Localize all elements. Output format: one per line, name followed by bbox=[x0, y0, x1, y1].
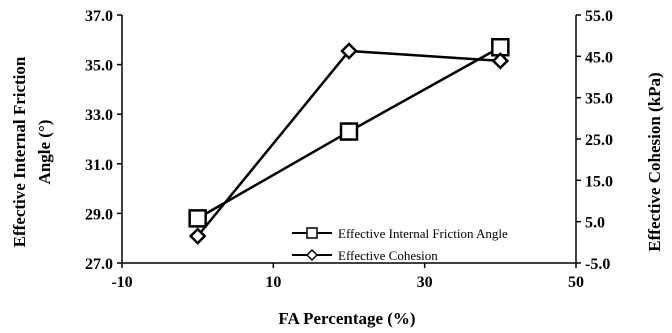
legend-entry-friction-angle: Effective Internal Friction Angle bbox=[292, 226, 508, 241]
y2-tick-label: 5.0 bbox=[585, 215, 605, 232]
ticks: -10 10 30 50 27.0 29.0 31.0 33.0 35.0 37.0 -5.0 5.0… bbox=[85, 8, 613, 291]
y2-axis-title: Effective Cohesion (kPa) bbox=[645, 72, 664, 251]
x-tick-label: 10 bbox=[265, 274, 281, 291]
y-tick-label: 37.0 bbox=[85, 8, 113, 25]
y2-tick-label: 25.0 bbox=[585, 132, 613, 149]
x-axis-title: FA Percentage (%) bbox=[278, 309, 415, 328]
data-point-friction-angle bbox=[339, 122, 359, 141]
y2-tick-label: 35.0 bbox=[585, 91, 613, 108]
legend-entry-cohesion: Effective Cohesion bbox=[292, 248, 438, 263]
series-line-cohesion bbox=[196, 49, 501, 237]
legend-label-cohesion: Effective Cohesion bbox=[338, 248, 438, 263]
y-axis-title-line1: Effective Internal Friction bbox=[10, 56, 29, 247]
y2-tick-label: 55.0 bbox=[585, 8, 613, 25]
legend-label-friction-angle: Effective Internal Friction Angle bbox=[338, 226, 508, 241]
data-point-cohesion bbox=[188, 227, 207, 245]
y2-tick-label: -5.0 bbox=[585, 256, 610, 273]
y-tick-label: 33.0 bbox=[85, 107, 113, 124]
legend-diamond-marker bbox=[305, 248, 319, 262]
data-point-cohesion bbox=[340, 42, 358, 60]
data-point-friction-angle bbox=[188, 209, 207, 228]
x-tick-label: 30 bbox=[417, 274, 433, 291]
y-tick-label: 27.0 bbox=[85, 256, 113, 273]
y-tick-label: 35.0 bbox=[85, 58, 113, 75]
y2-tick-label: 45.0 bbox=[585, 49, 613, 66]
y-tick-label: 29.0 bbox=[85, 206, 113, 223]
y2-tick-label: 15.0 bbox=[585, 173, 613, 190]
legend: Effective Internal Friction Angle Effect… bbox=[292, 226, 508, 263]
y-axis-title-line2: Angle (°) bbox=[35, 120, 54, 185]
series-layer bbox=[188, 37, 510, 245]
y-tick-label: 31.0 bbox=[85, 157, 113, 174]
x-tick-label: 50 bbox=[568, 274, 584, 291]
x-tick-label: -10 bbox=[111, 274, 132, 291]
data-point-cohesion bbox=[491, 52, 510, 70]
legend-square-marker bbox=[306, 227, 318, 239]
